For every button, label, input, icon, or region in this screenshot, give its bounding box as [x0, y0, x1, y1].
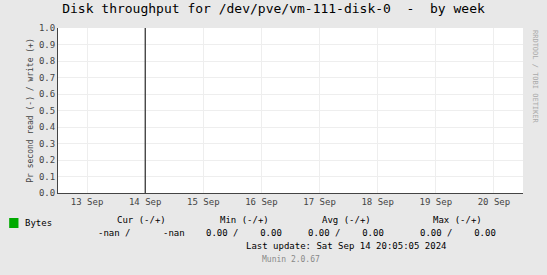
- svg-text:0.00 / 0.00: 0.00 / 0.00: [206, 228, 282, 238]
- svg-text:14 Sep: 14 Sep: [129, 197, 162, 207]
- svg-text:15 Sep: 15 Sep: [187, 197, 220, 207]
- svg-text:17 Sep: 17 Sep: [303, 197, 336, 207]
- svg-text:0.3: 0.3: [39, 139, 55, 149]
- svg-text:0.8: 0.8: [39, 56, 55, 66]
- svg-text:0.00 / 0.00: 0.00 / 0.00: [420, 228, 496, 238]
- svg-text:-nan / -nan: -nan / -nan: [98, 228, 185, 238]
- svg-text:1.0: 1.0: [39, 23, 55, 33]
- svg-text:0.7: 0.7: [39, 73, 55, 83]
- svg-text:0.00 / 0.00: 0.00 / 0.00: [308, 228, 384, 238]
- svg-text:0.1: 0.1: [39, 172, 55, 182]
- svg-text:0.4: 0.4: [39, 122, 55, 132]
- svg-text:Bytes: Bytes: [25, 218, 52, 228]
- svg-text:Cur (-/+): Cur (-/+): [117, 215, 166, 225]
- svg-text:Avg (-/+): Avg (-/+): [322, 215, 371, 225]
- svg-text:19 Sep: 19 Sep: [420, 197, 453, 207]
- svg-text:18 Sep: 18 Sep: [361, 197, 394, 207]
- svg-text:0.2: 0.2: [39, 155, 55, 165]
- svg-text:Max (-/+): Max (-/+): [433, 215, 482, 225]
- svg-text:0.6: 0.6: [39, 89, 55, 99]
- svg-text:Pr second read (-) / write (+): Pr second read (-) / write (+): [26, 38, 35, 183]
- svg-text:Min (-/+): Min (-/+): [220, 215, 269, 225]
- svg-text:Last update: Sat Sep 14 20:05:: Last update: Sat Sep 14 20:05:05 2024: [246, 241, 446, 251]
- svg-text:13 Sep: 13 Sep: [71, 197, 104, 207]
- svg-text:0.0: 0.0: [39, 188, 55, 198]
- svg-text:20 Sep: 20 Sep: [478, 197, 511, 207]
- svg-text:0.9: 0.9: [39, 40, 55, 50]
- svg-text:0.5: 0.5: [39, 106, 55, 116]
- svg-text:Munin 2.0.67: Munin 2.0.67: [262, 255, 320, 264]
- svg-text:16 Sep: 16 Sep: [245, 197, 278, 207]
- svg-text:RRDTOOL / TOBI OETIKER: RRDTOOL / TOBI OETIKER: [531, 30, 539, 124]
- svg-text:Disk throughput for /dev/pve/v: Disk throughput for /dev/pve/vm-111-disk…: [62, 1, 485, 16]
